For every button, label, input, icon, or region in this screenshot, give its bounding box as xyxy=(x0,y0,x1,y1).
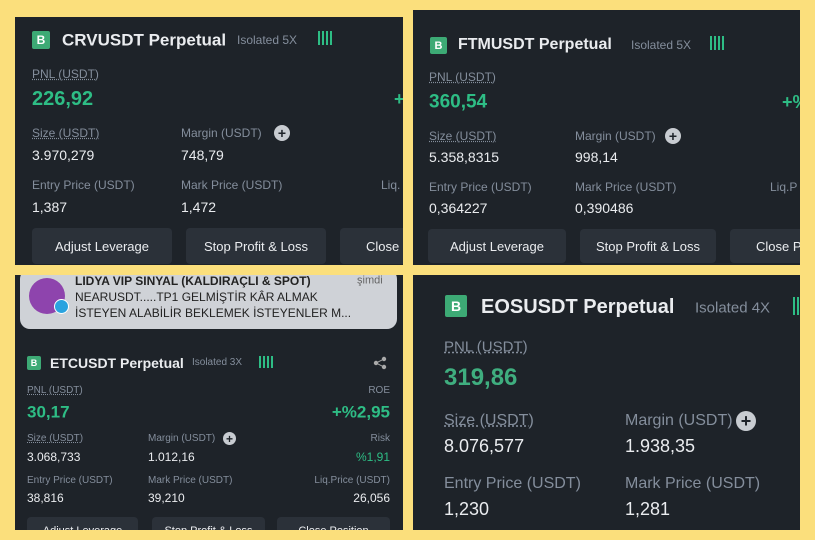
button[interactable]: Close P xyxy=(730,229,800,263)
mode: Isolated 5X xyxy=(631,38,692,52)
mode: Isolated 3X xyxy=(192,357,243,368)
size: 3.068,733 xyxy=(27,450,81,464)
add-margin[interactable]: + xyxy=(665,128,681,144)
margin-label: Margin (USDT) xyxy=(148,433,216,444)
mode: Isolated 4X xyxy=(695,299,771,317)
notification-line: İSTEYEN ALABİLİR BEKLEMEK İSTEYENLER M..… xyxy=(75,306,352,320)
add-margin[interactable]: + xyxy=(736,411,756,431)
size-label: Size (USDT) xyxy=(429,129,497,143)
add-margin[interactable]: + xyxy=(223,432,236,446)
entry-label: Entry Price (USDT) xyxy=(429,180,532,194)
liq-label: Liq. xyxy=(381,178,401,192)
margin-label: Margin (USDT) xyxy=(575,129,656,143)
size: 8.076,577 xyxy=(444,436,525,456)
notification-time: şimdi xyxy=(357,275,383,287)
pnl: 319,86 xyxy=(444,364,518,391)
size-label: Size (USDT) xyxy=(444,412,534,429)
risk: %1,91 xyxy=(355,450,390,464)
bars-icon xyxy=(710,36,724,50)
mark-label: Mark Price (USDT) xyxy=(625,475,761,492)
roe: +% xyxy=(782,92,800,112)
button[interactable]: Stop Profit & Loss xyxy=(186,228,326,264)
button[interactable]: Adjust Leverage xyxy=(428,229,566,263)
margin: 1.938,35 xyxy=(625,436,696,456)
bars-icon xyxy=(259,356,273,368)
badge: B xyxy=(430,37,447,54)
notification-title: LIDYA VIP SINYAL (KALDIRAÇLI & SPOT) xyxy=(75,275,311,288)
margin: 1.012,16 xyxy=(148,450,195,464)
position-card: LIDYA VIP SINYAL (KALDIRAÇLI & SPOT) şim… xyxy=(15,275,403,530)
margin: 748,79 xyxy=(181,147,224,163)
roe-label: ROE xyxy=(368,385,390,396)
entry: 1,387 xyxy=(32,199,68,215)
share-icon[interactable] xyxy=(373,356,387,370)
entry: 1,230 xyxy=(444,499,490,519)
button[interactable]: Close xyxy=(340,228,403,264)
pnl: 226,92 xyxy=(32,88,94,110)
entry-label: Entry Price (USDT) xyxy=(27,475,113,486)
mark-label: Mark Price (USDT) xyxy=(181,178,283,192)
position-card: B CRVUSDT Perpetual Isolated 5X PNL (USD… xyxy=(15,17,403,265)
badge: B xyxy=(445,295,467,317)
entry-label: Entry Price (USDT) xyxy=(444,475,581,492)
button[interactable]: Adjust Leverage xyxy=(32,228,172,264)
button[interactable]: Stop Profit & Loss xyxy=(152,517,265,530)
mode: Isolated 5X xyxy=(237,33,298,47)
roe: + xyxy=(394,89,403,109)
liq-label: Liq.P xyxy=(770,180,798,194)
size: 5.358,8315 xyxy=(429,149,500,165)
liq: 26,056 xyxy=(353,491,390,505)
add-margin[interactable]: + xyxy=(274,125,290,141)
risk-label: Risk xyxy=(370,433,390,444)
pnl: 30,17 xyxy=(27,402,70,422)
position-card: B EOSUSDT Perpetual Isolated 4X PNL (USD… xyxy=(413,275,800,530)
pnl-label: PNL (USDT) xyxy=(429,70,496,84)
pnl: 360,54 xyxy=(429,91,488,113)
notification-line: NEARUSDT.....TP1 GELMİŞTİR KÂR ALMAK xyxy=(75,290,318,304)
entry-label: Entry Price (USDT) xyxy=(32,178,135,192)
button[interactable]: Adjust Leverage xyxy=(27,517,138,530)
button[interactable]: Stop Profit & Loss xyxy=(580,229,716,263)
symbol: FTMUSDT Perpetual xyxy=(458,36,612,53)
margin-label: Margin (USDT) xyxy=(181,126,262,140)
margin: 998,14 xyxy=(575,149,618,165)
bars-icon xyxy=(318,31,332,45)
bars-icon xyxy=(793,297,799,315)
mark-label: Mark Price (USDT) xyxy=(148,475,233,486)
pnl-label: PNL (USDT) xyxy=(32,67,99,81)
symbol: EOSUSDT Perpetual xyxy=(481,296,675,318)
notification[interactable]: LIDYA VIP SINYAL (KALDIRAÇLI & SPOT) şim… xyxy=(20,275,397,329)
mark: 1,472 xyxy=(181,199,217,215)
mark: 39,210 xyxy=(148,491,185,505)
margin-label: Margin (USDT) xyxy=(625,412,733,429)
badge: B xyxy=(27,356,41,370)
entry: 0,364227 xyxy=(429,200,488,216)
position-card: B FTMUSDT Perpetual Isolated 5X PNL (USD… xyxy=(413,10,800,265)
symbol: CRVUSDT Perpetual xyxy=(62,30,227,50)
telegram-icon xyxy=(54,299,69,314)
liq-label: Liq.Price (USDT) xyxy=(314,475,390,486)
size-label: Size (USDT) xyxy=(27,433,84,444)
symbol: ETCUSDT Perpetual xyxy=(50,355,184,371)
badge: B xyxy=(32,31,50,49)
pnl-label: PNL (USDT) xyxy=(444,338,528,356)
mark-label: Mark Price (USDT) xyxy=(575,180,677,194)
size: 3.970,279 xyxy=(32,147,95,163)
button[interactable]: Close Position xyxy=(277,517,390,530)
mark: 0,390486 xyxy=(575,200,634,216)
pnl-label: PNL (USDT) xyxy=(27,385,83,396)
entry: 38,816 xyxy=(27,491,64,505)
roe: +%2,95 xyxy=(331,402,390,422)
mark: 1,281 xyxy=(625,499,671,519)
size-label: Size (USDT) xyxy=(32,126,100,140)
